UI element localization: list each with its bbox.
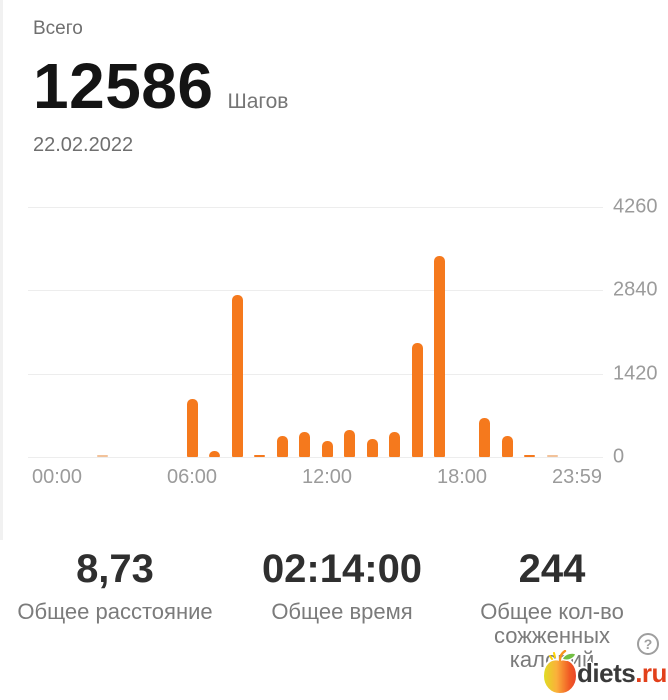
steps-bar-hour-7[interactable]: [209, 450, 220, 457]
watermark-text-dark: diets: [577, 657, 636, 688]
steps-bar-hour-16[interactable]: [411, 343, 423, 457]
x-axis-label: 12:00: [301, 466, 353, 488]
steps-bar-hour-20[interactable]: [501, 436, 513, 457]
x-axis-label: 23:59: [551, 466, 603, 488]
duration-label: Общее время: [271, 599, 413, 624]
steps-bar-hour-13[interactable]: [344, 429, 355, 457]
apple-logo-icon: [541, 650, 579, 696]
steps-total-row: 12586 Шагов: [33, 54, 288, 118]
steps-bar-hour-22[interactable]: [546, 455, 558, 457]
y-axis-label: 1420: [613, 362, 658, 385]
steps-bar-hour-8[interactable]: [231, 295, 243, 457]
steps-bar-hour-21[interactable]: [524, 455, 535, 457]
steps-bar-hour-11[interactable]: [299, 431, 310, 457]
y-axis-label: 2840: [613, 278, 658, 301]
steps-bar-hour-10[interactable]: [276, 436, 288, 457]
scroll-indicator: [0, 0, 3, 540]
steps-total-value: 12586: [33, 50, 214, 122]
steps-bar-hour-2[interactable]: [96, 455, 108, 457]
steps-bar-hour-17[interactable]: [434, 256, 445, 457]
gridline-4260: [28, 206, 603, 208]
duration-value: 02:14:00: [261, 547, 423, 591]
watermark: diets.ru: [540, 650, 667, 696]
total-label: Всего: [33, 18, 83, 39]
steps-bar-hour-9[interactable]: [254, 454, 265, 457]
date-label: 22.02.2022: [33, 134, 134, 156]
x-axis-label: 00:00: [31, 466, 83, 488]
distance-value: 8,73: [76, 547, 154, 591]
gridline-2840: [28, 290, 603, 292]
steps-unit-label: Шагов: [227, 90, 289, 113]
header: Всего 12586 Шагов 22.02.2022: [33, 18, 288, 157]
steps-bar-hour-19[interactable]: [479, 418, 490, 457]
steps-bar-hour-15[interactable]: [389, 431, 400, 457]
steps-bar-hour-6[interactable]: [186, 398, 198, 457]
gridline-0: [28, 457, 603, 458]
steps-bar-hour-12[interactable]: [321, 441, 333, 457]
gridline-1420: [28, 373, 603, 375]
stat-duration: 02:14:00 Общее время: [227, 548, 457, 624]
distance-label: Общее расстояние: [17, 599, 213, 624]
watermark-text: diets.ru: [577, 658, 667, 689]
y-axis-label: 4260: [613, 195, 658, 218]
x-axis-label: 06:00: [166, 466, 218, 488]
steps-bar-hour-14[interactable]: [366, 439, 378, 457]
y-axis-label: 0: [613, 445, 625, 468]
stat-distance: 8,73 Общее расстояние: [0, 548, 240, 624]
help-icon[interactable]: ?: [637, 633, 659, 655]
x-axis-label: 18:00: [436, 466, 488, 488]
calories-value: 244: [518, 547, 586, 591]
steps-bar-chart[interactable]: 0 1420 2840 4260 00:00 06:00 12:00 18:00 23:59: [0, 190, 668, 490]
watermark-text-accent: .ru: [635, 657, 667, 688]
